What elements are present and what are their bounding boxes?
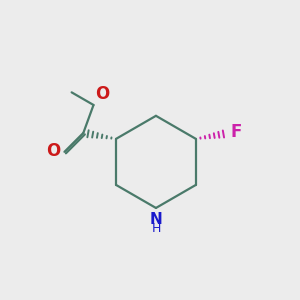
Text: O: O [46, 142, 61, 160]
Text: H: H [151, 222, 160, 235]
Text: N: N [150, 212, 162, 226]
Text: O: O [95, 85, 109, 103]
Text: F: F [230, 123, 242, 141]
